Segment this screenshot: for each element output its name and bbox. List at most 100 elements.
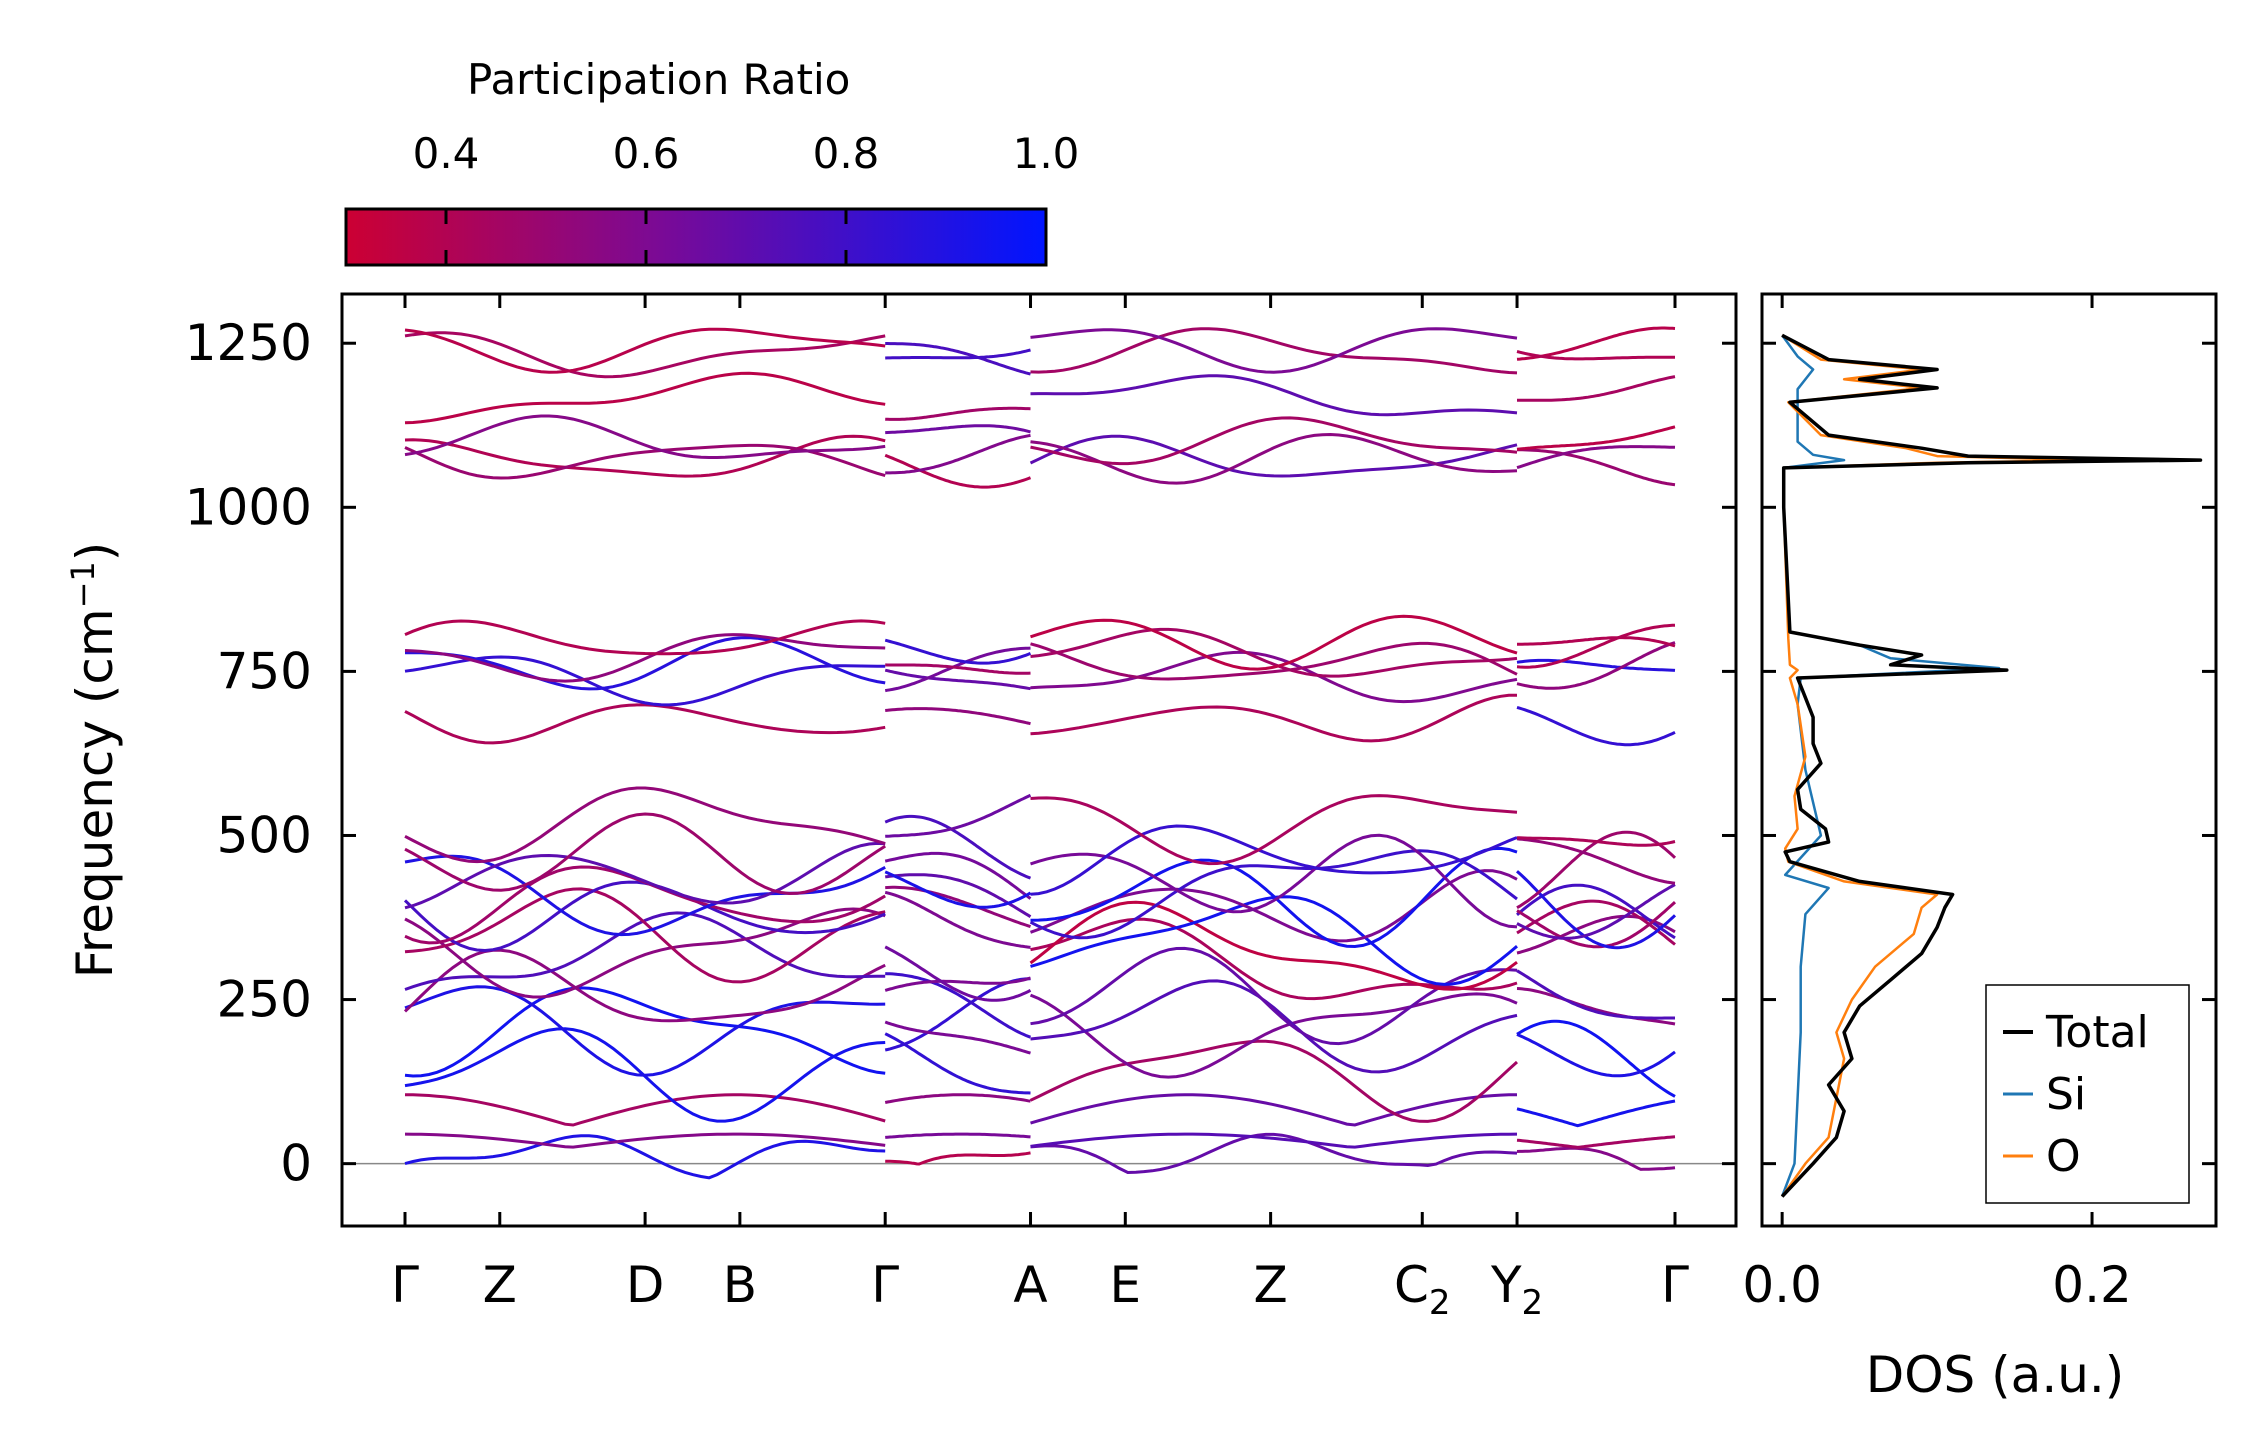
band-y-tick-label: 750	[217, 642, 312, 700]
phonon-band	[1029, 849, 1518, 940]
colorbar-tick-label: 1.0	[1013, 129, 1080, 178]
phonon-band	[404, 1134, 886, 1180]
high-symmetry-label: Z	[1253, 1256, 1287, 1314]
phonon-band	[404, 371, 886, 425]
high-symmetry-label: Y2	[1490, 1256, 1543, 1323]
phonon-band	[885, 707, 1031, 726]
high-symmetry-label: C2	[1394, 1256, 1451, 1323]
phonon-band	[1516, 445, 1676, 470]
band-y-tick-label: 250	[217, 971, 312, 1029]
phonon-band	[1516, 1033, 1676, 1078]
phonon-band	[1030, 650, 1518, 704]
legend-label-o: O	[2046, 1131, 2081, 1182]
phonon-band	[1030, 693, 1518, 743]
phonon-band	[1030, 1132, 1518, 1175]
phonon-band	[1516, 900, 1677, 949]
phonon-band	[404, 655, 886, 707]
phonon-band	[884, 851, 1032, 900]
phonon-band	[1517, 375, 1676, 402]
phonon-band	[1516, 623, 1676, 669]
phonon-band	[1516, 1019, 1676, 1098]
phonon-band	[884, 668, 1031, 691]
high-symmetry-label: D	[626, 1256, 665, 1314]
phonon-band	[404, 1132, 886, 1149]
phonon-band	[1030, 641, 1518, 681]
high-symmetry-label: Γ	[1661, 1256, 1689, 1314]
phonon-band	[1030, 614, 1518, 671]
high-symmetry-label: A	[1013, 1256, 1047, 1314]
phonon-band	[1516, 326, 1676, 361]
band-y-tick-label: 500	[217, 806, 312, 864]
phonon-band	[404, 887, 886, 984]
phonon-band	[1030, 327, 1518, 374]
phonon-band	[1030, 794, 1518, 866]
phonon-band	[884, 814, 1032, 880]
phonon-band	[1030, 824, 1518, 896]
phonon-band	[404, 414, 886, 459]
dos-legend: Total Si O	[1985, 984, 2190, 1204]
phonon-band	[1029, 434, 1518, 478]
phonon-band	[1030, 833, 1518, 929]
phonon-band	[1030, 917, 1518, 1001]
colorbar-label: Participation Ratio	[467, 55, 850, 104]
high-symmetry-label: Z	[483, 1256, 517, 1314]
phonon-band	[885, 342, 1031, 376]
phonon-band	[404, 703, 886, 745]
phonon-band	[1030, 1093, 1518, 1127]
high-symmetry-label: Γ	[871, 1256, 899, 1314]
dos-axes-frame	[1760, 292, 2218, 1228]
phonon-band	[1516, 837, 1676, 885]
phonon-band	[1516, 425, 1676, 451]
phonon-band	[404, 633, 886, 683]
phonon-band	[884, 1020, 1031, 1055]
band-y-tick-label: 1250	[185, 314, 312, 372]
dos-x-tick-label: 0.0	[1742, 1256, 1822, 1314]
phonon-band	[404, 907, 886, 999]
colorbar-tick-label: 0.8	[813, 129, 880, 178]
phonon-band	[404, 619, 886, 656]
phonon-band	[404, 327, 886, 374]
phonon-band	[885, 424, 1031, 435]
phonon-band	[884, 638, 1032, 665]
phonon-band	[404, 986, 886, 1078]
phonon-band	[1516, 836, 1676, 847]
phonon-band	[405, 636, 886, 691]
phonon-band	[404, 434, 886, 478]
phonon-band	[1030, 1132, 1518, 1149]
phonon-band	[1516, 883, 1676, 940]
phonon-band	[1030, 374, 1518, 417]
phonon-band	[1029, 900, 1518, 991]
phonon-band	[404, 841, 886, 910]
dos-x-axis-label: DOS (a.u.)	[1866, 1346, 2125, 1404]
phonon-band	[884, 646, 1031, 693]
phonon-band	[404, 1093, 886, 1127]
phonon-band	[1029, 869, 1518, 943]
colorbar-tick-label: 0.6	[613, 129, 680, 178]
phonon-band	[1516, 987, 1676, 1026]
dos-series-total	[1780, 333, 2203, 1198]
phonon-band	[885, 1132, 1031, 1139]
phonon-band	[404, 812, 887, 896]
phonon-band	[1516, 1146, 1676, 1171]
phonon-band	[1030, 979, 1518, 1074]
dos-x-tick-label: 0.2	[2052, 1256, 2132, 1314]
high-symmetry-label: B	[723, 1256, 757, 1314]
phonon-band	[1516, 969, 1675, 1020]
colorbar-gradient	[344, 207, 1048, 267]
phonon-band	[884, 890, 1031, 949]
phonon-band	[1517, 636, 1676, 648]
phonon-band	[1516, 705, 1676, 747]
phonon-band	[885, 406, 1031, 421]
dos-panel: 0.0 0.2 DOS (a.u.) Total Si O	[1742, 292, 2218, 1404]
phonon-band	[1517, 448, 1676, 487]
high-symmetry-label: E	[1110, 1256, 1142, 1314]
phonon-band	[884, 976, 1031, 992]
colorbar: Participation Ratio 0.4 0.6 0.8 1.0	[344, 55, 1080, 267]
phonon-band	[1516, 870, 1677, 950]
phonon-band	[885, 1151, 1031, 1166]
phonon-band	[1029, 1039, 1519, 1123]
phonon-band	[1030, 432, 1518, 485]
phonon-band	[1030, 846, 1518, 949]
phonon-band	[884, 945, 1032, 1002]
phonon-band	[1030, 627, 1518, 678]
